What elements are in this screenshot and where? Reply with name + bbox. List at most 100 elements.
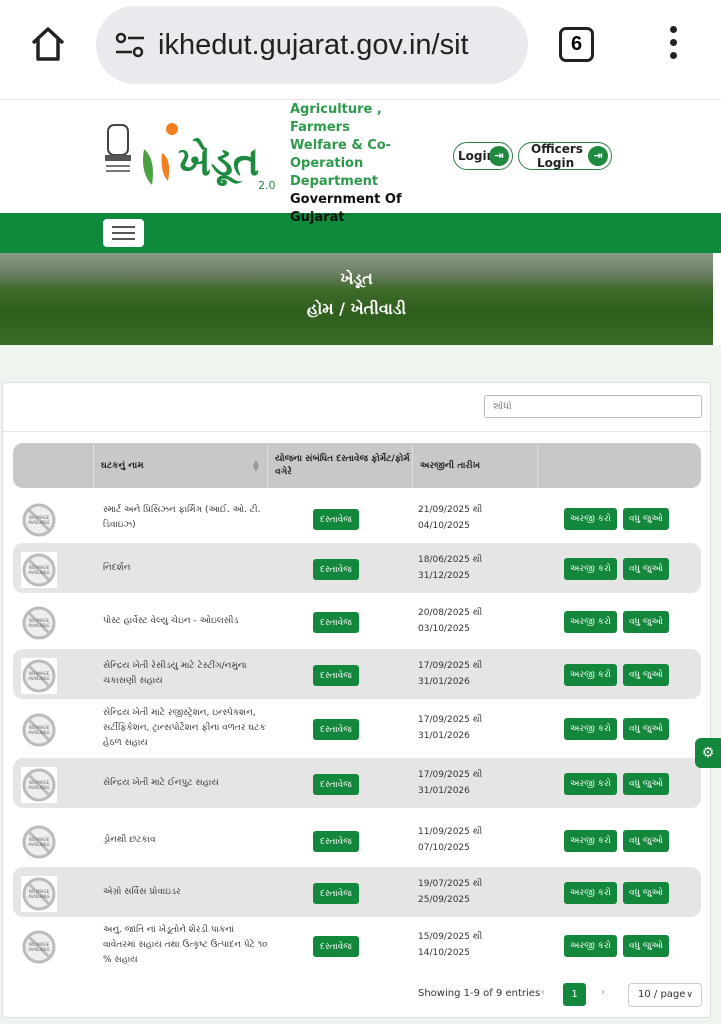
svg-text:NO IMAGE: NO IMAGE xyxy=(29,725,50,730)
address-bar[interactable]: ikhedut.gujarat.gov.in/sit xyxy=(96,6,528,84)
table-row: NO IMAGE AVAILABLE ડ્રોનથી છંટકાવ દસ્તાવે… xyxy=(13,815,701,865)
document-button[interactable]: દસ્તાવેજ xyxy=(313,831,359,852)
hamburger-menu-icon[interactable] xyxy=(103,219,144,247)
svg-text:NO IMAGE: NO IMAGE xyxy=(29,942,50,947)
svg-text:NO IMAGE: NO IMAGE xyxy=(29,565,50,570)
apply-button[interactable]: અરજી કરો xyxy=(564,882,617,904)
view-more-button[interactable]: વધુ જુઓ xyxy=(623,773,669,795)
svg-text:AVAILABLE: AVAILABLE xyxy=(28,947,50,952)
sort-icon[interactable]: ▲ ▼ xyxy=(252,457,259,473)
officers-login-button[interactable]: Officers Login ⇥ xyxy=(518,142,612,170)
gov-line: Gujarat xyxy=(290,210,345,225)
column-header-actions xyxy=(537,443,701,488)
date-to: 25/09/2025 xyxy=(418,895,470,905)
page-banner: ખેડૂત હોમ / ખેતીવાડી xyxy=(0,253,713,345)
table-row: NO IMAGE AVAILABLE નિદર્શન દસ્તાવેજ 18/06… xyxy=(13,543,701,593)
scheme-name: નિદર્શન xyxy=(103,562,131,573)
scheme-name: સેન્દ્રિય ખેતી માટે ઈનપુટ સહાય xyxy=(103,777,219,788)
svg-text:NO IMAGE: NO IMAGE xyxy=(29,889,50,894)
page-1-button[interactable]: 1 xyxy=(563,983,586,1006)
scheme-name: સેન્દ્રિય ખેતી રેસીડયુ માટે ટેસ્ટીંગ/નમુ… xyxy=(103,661,247,686)
breadcrumb[interactable]: હોમ / ખેતીવાડી xyxy=(306,299,407,318)
page-size-select[interactable]: 10 / page ∨ xyxy=(628,983,702,1007)
table-row: NO IMAGE AVAILABLE સેન્દ્રિય ખેતી રેસીડયુ… xyxy=(13,649,701,699)
date-to: 03/10/2025 xyxy=(418,624,470,634)
table-row: NO IMAGE AVAILABLE સ્માર્ટ અને પ્રિસિઝન ફ… xyxy=(13,493,701,543)
settings-gear-icon[interactable]: ⚙ xyxy=(695,738,721,768)
home-icon[interactable] xyxy=(28,24,68,64)
apply-button[interactable]: અરજી કરો xyxy=(564,611,617,633)
table-header: ઘટકનું નામ ▲ ▼ યોજના સંબંધિત દસ્તાવેજ ફોર્… xyxy=(13,443,701,488)
column-label: ઘટકનું નામ xyxy=(101,460,144,471)
dept-line: Agriculture , Farmers xyxy=(290,102,382,135)
prev-page-icon[interactable]: ‹ xyxy=(541,987,545,998)
column-label: અરજીની તારીખ xyxy=(420,460,481,471)
view-more-button[interactable]: વધુ જુઓ xyxy=(623,830,669,852)
tab-switcher-button[interactable]: 6 xyxy=(559,27,594,62)
scheme-name: સ્માર્ટ અને પ્રિસિઝન ફાર્મિંગ (આઈ. ઓ. ટી… xyxy=(103,505,261,530)
apply-button[interactable]: અરજી કરો xyxy=(564,718,617,740)
page-size-value: 10 / page xyxy=(638,989,686,1000)
date-to: 07/10/2025 xyxy=(418,843,470,853)
svg-text:NO IMAGE: NO IMAGE xyxy=(29,780,50,785)
column-header-name[interactable]: ઘટકનું નામ ▲ ▼ xyxy=(93,443,267,488)
application-date: 21/09/2025 થી 04/10/2025 xyxy=(418,493,482,543)
document-button[interactable]: દસ્તાવેજ xyxy=(313,612,359,633)
svg-text:NO IMAGE: NO IMAGE xyxy=(29,837,50,842)
login-icon: ⇥ xyxy=(588,146,608,166)
apply-button[interactable]: અરજી કરો xyxy=(564,773,617,795)
apply-button[interactable]: અરજી કરો xyxy=(564,558,617,580)
officers-login-label: Login xyxy=(537,156,575,170)
document-button[interactable]: દસ્તાવેજ xyxy=(313,883,359,904)
site-settings-icon[interactable] xyxy=(114,31,146,59)
schemes-table-card: ઘટકનું નામ ▲▼ યોજના સંબંધિત દસ્તાવેજ ફોર્… xyxy=(2,382,712,1018)
application-date: 20/08/2025 થી 03/10/2025 xyxy=(418,596,482,646)
apply-button[interactable]: અરજી કરો xyxy=(564,830,617,852)
browser-toolbar: ikhedut.gujarat.gov.in/sit 6 xyxy=(0,0,721,100)
table-row: NO IMAGE AVAILABLE સેન્દ્રિય ખેતી માટે રજ… xyxy=(13,703,701,753)
date-to: 31/01/2026 xyxy=(418,731,470,741)
state-emblem-icon xyxy=(105,124,131,172)
dept-line: Operation xyxy=(290,156,364,171)
date-from: 21/09/2025 થી xyxy=(418,505,483,515)
next-page-icon[interactable]: › xyxy=(601,987,605,998)
svg-text:NO IMAGE: NO IMAGE xyxy=(29,671,50,676)
dept-line: Department xyxy=(290,174,379,189)
document-button[interactable]: દસ્તાવેજ xyxy=(313,936,359,957)
svg-text:NO IMAGE: NO IMAGE xyxy=(29,515,50,520)
apply-button[interactable]: અરજી કરો xyxy=(564,935,617,957)
application-date: 19/07/2025 થી 25/09/2025 xyxy=(418,867,482,917)
login-label: Login xyxy=(458,149,496,163)
scheme-name: પોસ્ટ હાર્વેસ્ટ વેલ્યુ ચેઇન - ઓઇલસીડ xyxy=(103,615,239,626)
login-button[interactable]: Login ⇥ xyxy=(453,142,513,170)
application-date: 15/09/2025 થી 14/10/2025 xyxy=(418,920,482,970)
document-button[interactable]: દસ્તાવેજ xyxy=(313,665,359,686)
document-button[interactable]: દસ્તાવેજ xyxy=(313,719,359,740)
apply-button[interactable]: અરજી કરો xyxy=(564,664,617,686)
scheme-name: અનુ. જાતિ નાં ખેડૂતોને શેરડી પાકનાં વાવે… xyxy=(103,924,268,965)
date-from: 17/09/2025 થી xyxy=(418,715,483,725)
search-input[interactable] xyxy=(484,395,702,418)
application-date: 17/09/2025 થી 31/01/2026 xyxy=(418,758,482,808)
view-more-button[interactable]: વધુ જુઓ xyxy=(623,558,669,580)
site-header: ખેડૂત 2.0 Agriculture , Farmers Welfare … xyxy=(0,101,721,225)
view-more-button[interactable]: વધુ જુઓ xyxy=(623,882,669,904)
apply-button[interactable]: અરજી કરો xyxy=(564,508,617,530)
view-more-button[interactable]: વધુ જુઓ xyxy=(623,508,669,530)
table-row: NO IMAGE AVAILABLE એગ્રો સર્વિસ પ્રોવાઇડર… xyxy=(13,867,701,917)
more-menu-icon[interactable] xyxy=(667,26,679,66)
view-more-button[interactable]: વધુ જુઓ xyxy=(623,664,669,686)
view-more-button[interactable]: વધુ જુઓ xyxy=(623,935,669,957)
date-from: 17/09/2025 થી xyxy=(418,661,483,671)
document-button[interactable]: દસ્તાવેજ xyxy=(313,509,359,530)
svg-text:AVAILABLE: AVAILABLE xyxy=(28,785,50,790)
document-button[interactable]: દસ્તાવેજ xyxy=(313,559,359,580)
date-to: 31/01/2026 xyxy=(418,677,470,687)
view-more-button[interactable]: વધુ જુઓ xyxy=(623,611,669,633)
view-more-button[interactable]: વધુ જુઓ xyxy=(623,718,669,740)
document-button[interactable]: દસ્તાવેજ xyxy=(313,774,359,795)
